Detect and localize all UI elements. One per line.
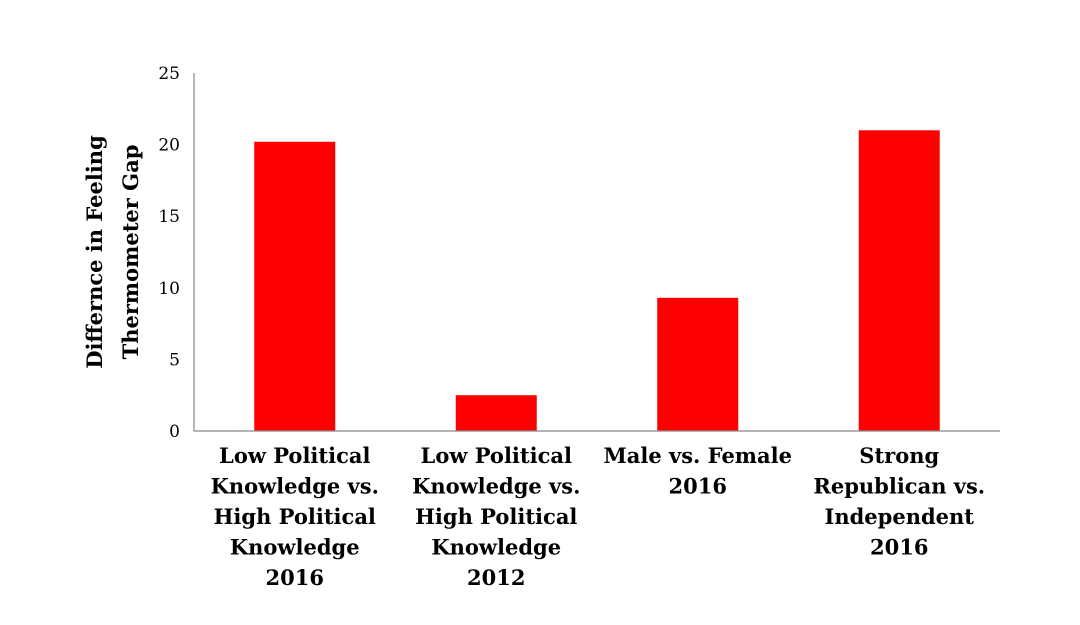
- x-category-label: Low Political Knowledge vs. High Political…: [412, 443, 580, 590]
- x-category-label: Male vs. Female 2016: [604, 443, 792, 499]
- x-category-label-line: Low Political: [219, 443, 370, 468]
- y-tick-label: 25: [158, 64, 180, 84]
- x-category-label-line: Male vs. Female: [604, 443, 792, 468]
- y-tick-label: 20: [158, 136, 180, 156]
- bar: [455, 395, 537, 431]
- bars: [254, 130, 940, 431]
- bar: [254, 141, 336, 431]
- x-category-label-line: High Political: [415, 504, 577, 529]
- x-category-label-line: Knowledge vs.: [412, 474, 580, 499]
- x-category-label-line: 2012: [467, 565, 525, 590]
- x-category-label-line: High Political: [214, 504, 376, 529]
- x-category-label-line: Knowledge: [431, 535, 561, 560]
- x-category-label-line: 2016: [266, 565, 324, 590]
- y-axis-title-line: Differnce in Feeling: [82, 135, 107, 369]
- axes: [193, 73, 1000, 432]
- x-category-label-line: Independent: [825, 504, 975, 529]
- x-category-label-line: Republican vs.: [813, 474, 985, 499]
- y-axis-ticks: 0 5 10 15 20 25: [158, 64, 180, 442]
- x-category-label-line: Low Political: [421, 443, 572, 468]
- y-tick-label: 15: [158, 207, 180, 227]
- bar: [858, 130, 940, 431]
- x-category-label: Low Political Knowledge vs. High Political…: [211, 443, 379, 590]
- x-category-label-line: Knowledge vs.: [211, 474, 379, 499]
- category-labels: Low Political Knowledge vs. High Political…: [211, 443, 986, 590]
- y-axis-title: Differnce in Feeling Thermometer Gap: [82, 135, 143, 369]
- y-tick-label: 0: [169, 422, 180, 442]
- y-axis-title-text: Differnce in Feeling Thermometer Gap: [82, 135, 143, 369]
- y-axis-title-line: Thermometer Gap: [118, 145, 143, 360]
- x-category-label-line: Knowledge: [230, 535, 360, 560]
- x-category-label-line: 2016: [669, 474, 727, 499]
- bar: [657, 297, 739, 431]
- x-category-label: Strong Republican vs. Independent 2016: [813, 443, 985, 560]
- x-category-label-line: 2016: [870, 535, 928, 560]
- y-tick-label: 5: [169, 350, 180, 370]
- y-tick-label: 10: [158, 279, 180, 299]
- x-category-label-line: Strong: [859, 443, 939, 468]
